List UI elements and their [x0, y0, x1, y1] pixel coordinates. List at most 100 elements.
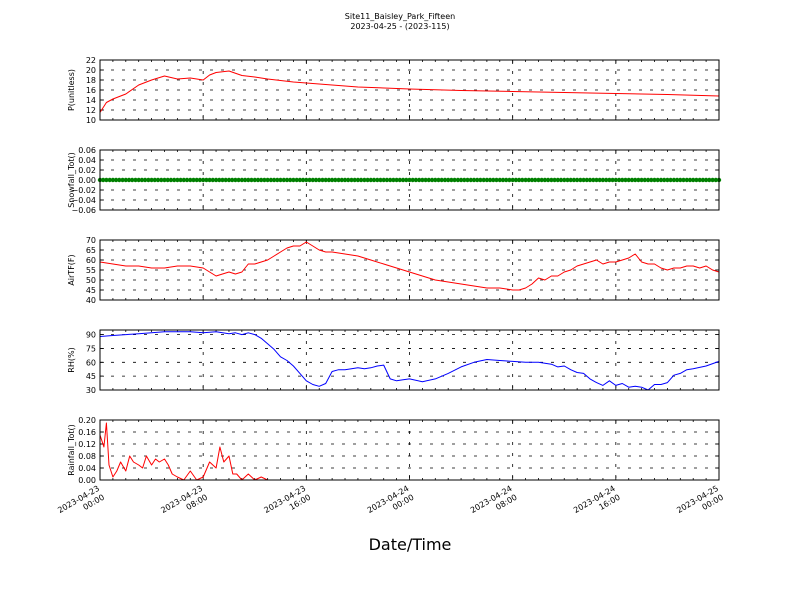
data-point	[558, 177, 564, 183]
x-tick-label: 2023-04-2300:00	[56, 484, 106, 524]
data-point	[117, 177, 122, 183]
subplot-2: −0.06−0.04−0.020.000.020.040.06Snowfall_…	[67, 146, 722, 215]
y-tick-label: 60	[86, 256, 96, 265]
data-point	[500, 177, 506, 183]
y-tick-label: 50	[86, 276, 96, 285]
data-point	[317, 177, 322, 183]
data-point	[339, 177, 344, 183]
data-point	[452, 177, 457, 183]
y-tick-label: 40	[86, 296, 96, 305]
data-point	[633, 177, 638, 183]
data-point	[433, 177, 438, 183]
data-point	[181, 177, 186, 183]
data-point	[352, 177, 357, 183]
data-point	[388, 177, 393, 183]
data-point	[397, 177, 402, 183]
data-point	[545, 177, 551, 183]
data-point	[155, 177, 161, 183]
data-point	[642, 177, 647, 183]
data-point	[304, 177, 309, 183]
y-tick-label: 10	[86, 116, 96, 125]
data-point	[620, 177, 625, 183]
y-tick-label: 70	[86, 236, 96, 245]
data-point	[574, 177, 580, 183]
x-tick-label: 2023-04-2500:00	[675, 484, 725, 524]
data-point	[146, 177, 151, 183]
data-point	[323, 177, 328, 183]
data-point	[584, 177, 589, 183]
data-point	[365, 177, 370, 183]
data-point	[626, 177, 631, 183]
data-point	[201, 177, 206, 183]
data-point	[207, 177, 212, 183]
data-point	[259, 177, 264, 183]
data-point	[436, 177, 441, 183]
data-point	[355, 177, 361, 183]
y-tick-label: 0.20	[78, 416, 96, 425]
data-point	[262, 177, 267, 183]
data-point	[703, 177, 709, 183]
data-point	[607, 177, 612, 183]
data-point	[281, 177, 286, 183]
y-tick-label: 90	[86, 331, 96, 340]
y-tick-label: −0.02	[71, 186, 96, 195]
data-point	[101, 177, 106, 183]
data-point	[113, 177, 119, 183]
data-point	[458, 177, 464, 183]
data-point	[213, 177, 219, 183]
data-point	[471, 177, 477, 183]
data-point	[417, 177, 422, 183]
x-tick-label: 2023-04-2408:00	[469, 484, 519, 524]
data-point	[658, 177, 664, 183]
data-point	[410, 177, 415, 183]
data-point	[542, 177, 548, 183]
data-point	[623, 177, 628, 183]
data-point	[604, 177, 609, 183]
data-point	[484, 177, 490, 183]
data-point	[549, 177, 554, 183]
data-point	[168, 177, 174, 183]
data-point	[139, 177, 145, 183]
data-point	[172, 177, 177, 183]
data-point	[104, 177, 109, 183]
y-tick-label: 0.12	[78, 440, 96, 449]
data-point	[381, 177, 386, 183]
y-tick-label: 0.00	[78, 176, 96, 185]
y-tick-label: 0.00	[78, 476, 96, 485]
data-point	[536, 177, 541, 183]
y-tick-label: 60	[86, 358, 96, 367]
data-point	[310, 177, 315, 183]
data-point	[313, 177, 319, 183]
data-point	[278, 177, 283, 183]
data-point	[149, 177, 154, 183]
data-point	[246, 177, 251, 183]
data-point	[439, 177, 444, 183]
series-line	[99, 70, 720, 113]
y-tick-label: 14	[86, 96, 96, 105]
y-tick-label: 45	[86, 286, 96, 295]
y-tick-label: 18	[86, 76, 96, 85]
data-point	[165, 177, 170, 183]
plot-frame	[99, 419, 720, 481]
y-tick-label: 12	[86, 106, 96, 115]
y-tick-label: 0.06	[78, 146, 96, 155]
data-point	[491, 177, 496, 183]
data-point	[252, 177, 257, 183]
series-points	[97, 177, 722, 183]
data-point	[217, 177, 222, 183]
data-point	[394, 177, 399, 183]
y-tick-label: 0.16	[78, 428, 96, 437]
data-point	[413, 177, 419, 183]
data-point	[362, 177, 367, 183]
data-point	[191, 177, 196, 183]
data-point	[594, 177, 599, 183]
data-point	[504, 177, 509, 183]
data-point	[707, 177, 712, 183]
plot-frame	[99, 59, 720, 121]
data-point	[446, 177, 451, 183]
data-point	[449, 177, 454, 183]
data-point	[226, 177, 232, 183]
